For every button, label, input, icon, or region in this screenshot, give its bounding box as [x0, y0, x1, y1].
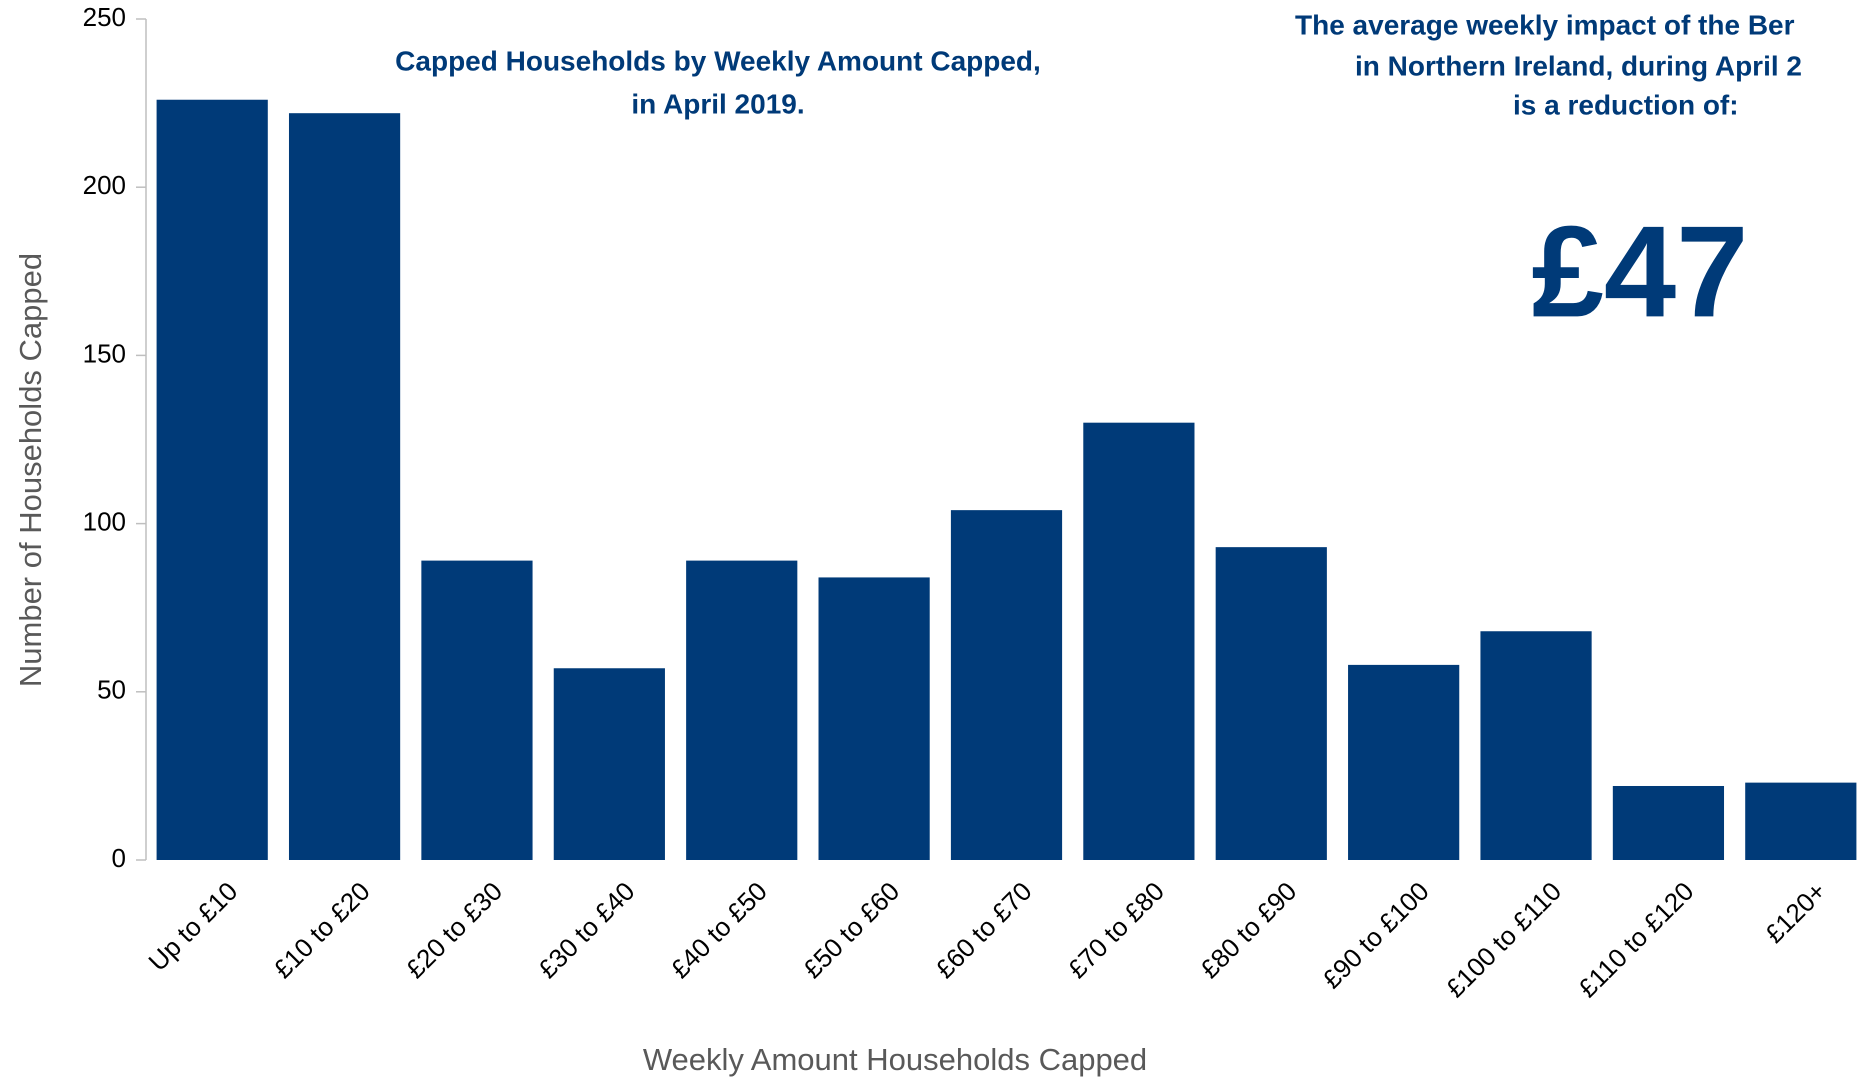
x-tick-label: £120+: [1759, 876, 1832, 949]
y-tick-label: 50: [97, 675, 126, 705]
highlight-value: £47: [1532, 198, 1749, 344]
x-tick-label: £20 to £30: [400, 876, 508, 984]
annotation: The average weekly impact of the Ber: [1295, 9, 1795, 40]
bar: [1083, 422, 1195, 860]
bar: [421, 560, 533, 860]
y-tick-label: 150: [83, 338, 126, 368]
x-tick-label: £90 to £100: [1316, 876, 1434, 994]
x-tick-label: £40 to £50: [665, 876, 773, 984]
x-tick-label: Up to £10: [142, 876, 243, 977]
y-tick-label: 250: [83, 2, 126, 32]
chart-title: Capped Households by Weekly Amount Cappe…: [395, 45, 1041, 76]
bar: [1480, 631, 1592, 860]
bar: [156, 99, 268, 860]
x-tick-label: £50 to £60: [797, 876, 905, 984]
bar: [288, 113, 401, 860]
bar: [818, 577, 930, 860]
bar: [1348, 664, 1460, 860]
x-tick-label: £70 to £80: [1062, 876, 1170, 984]
chart-title: in April 2019.: [631, 88, 804, 119]
annotation: is a reduction of:: [1513, 89, 1739, 120]
x-tick-label: £60 to £70: [929, 876, 1037, 984]
x-tick-label: £30 to £40: [532, 876, 640, 984]
x-axis-label: Weekly Amount Households Capped: [643, 1042, 1147, 1077]
annotation: in Northern Ireland, during April 2: [1355, 50, 1802, 81]
y-tick-label: 0: [112, 843, 126, 873]
x-tick-label: £80 to £90: [1194, 876, 1302, 984]
x-tick-label: £10 to £20: [268, 876, 376, 984]
x-tick-label: £110 to £120: [1572, 876, 1699, 1003]
y-axis-label: Number of Households Capped: [13, 253, 48, 687]
bar: [553, 668, 665, 860]
bar: [950, 510, 1063, 860]
y-tick-label: 200: [83, 170, 126, 200]
bar: [1215, 547, 1327, 860]
bar: [686, 560, 798, 860]
x-tick-label: £100 to £110: [1440, 876, 1567, 1003]
y-tick-label: 100: [83, 506, 126, 536]
bar: [1612, 785, 1725, 860]
bar: [1745, 782, 1857, 860]
